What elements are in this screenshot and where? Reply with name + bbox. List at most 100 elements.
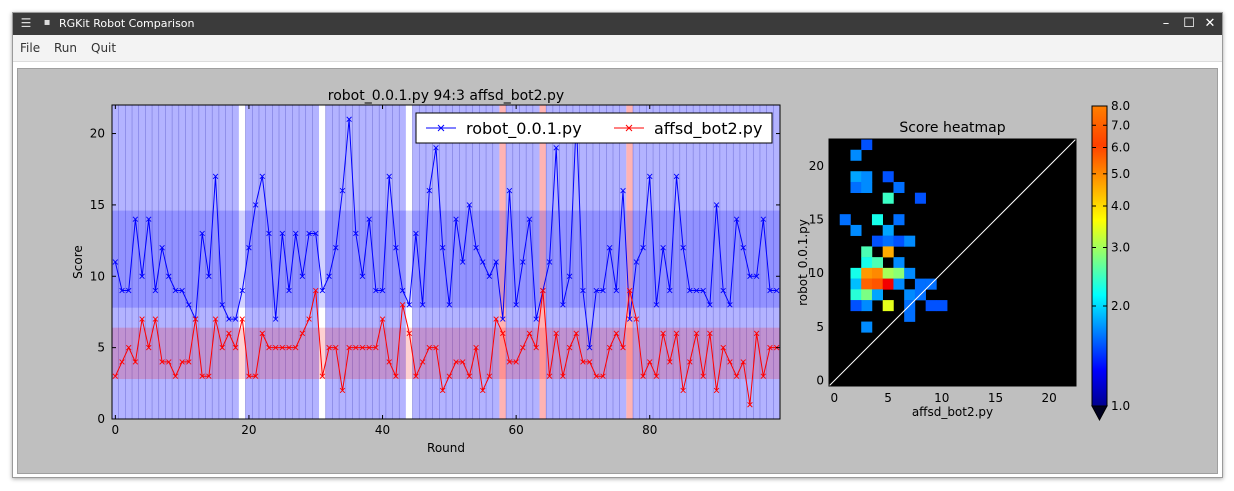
y-tick-label: 5 [97,341,105,355]
series-point [212,316,219,322]
series-point [279,344,286,351]
series-point [439,387,446,394]
round-highlight [339,105,346,419]
colorbar-tick-label: 8.0 [1111,99,1130,113]
close-button[interactable]: ✕ [1204,16,1216,31]
round-highlight [646,105,654,419]
y-tick-label: 15 [90,198,105,212]
round-highlight [753,105,760,419]
series-point [306,230,312,237]
round-highlight [292,105,300,419]
series-point [393,373,399,379]
series-line [114,119,777,348]
colorbar-gradient [1091,105,1108,407]
series-point [667,287,673,294]
series-point [560,302,566,308]
series-point [246,245,252,251]
colorbar: 1.0 2.0 3.0 4.0 5.0 6.0 7.0 8.0 [1091,99,1130,422]
series-point [366,216,372,222]
window-pin-icon[interactable]: ▪ [43,17,51,28]
round-highlight [532,105,540,419]
series-point [333,344,339,351]
heatmap-frame [828,138,1077,387]
round-highlight [172,105,179,419]
series-point [406,302,412,308]
hamburger-icon[interactable]: ☰ [20,16,32,30]
heatmap-diagonal-line [828,138,1077,387]
round-highlight [272,105,279,419]
round-highlight [132,105,139,419]
round-highlight [666,105,674,419]
series-point [707,330,713,337]
round-highlight [345,105,353,419]
series-point [753,330,760,337]
series-point [419,302,426,308]
series-point [366,344,372,351]
heatmap-cell [882,224,894,236]
round-highlight [653,105,660,419]
series-point [159,359,165,365]
series-point [466,202,473,208]
series-point [500,330,506,337]
series-point [626,316,633,322]
series-point [433,145,439,151]
heatmap-cell [861,289,873,301]
series-point [580,359,586,365]
heatmap-cell [850,149,862,161]
series-point [560,373,566,379]
series-point [292,344,299,351]
heatmap-x-tick-label: 0 [831,391,839,405]
line-plot-legend: robot_0.0.1.py affsd_bot2.py [415,112,773,144]
series-point [546,373,553,379]
round-highlight [579,105,587,419]
maximize-button[interactable]: ☐ [1183,16,1195,31]
heatmap-cell [861,171,873,183]
round-highlight [425,105,433,419]
round-highlight [679,105,687,419]
series-point [186,359,192,365]
round-highlight [432,105,440,419]
minimize-button[interactable]: – [1162,16,1170,31]
series-point [693,330,700,337]
series-point [520,259,526,265]
series-point [480,387,486,394]
series-point [647,359,653,365]
round-highlight [472,105,480,419]
series-point [660,245,666,251]
round-highlight [238,105,246,419]
round-highlight [372,105,380,419]
series-point [773,287,780,294]
series-point [426,344,433,351]
series-point [373,287,379,294]
round-highlight [285,105,293,419]
round-highlight [399,105,406,419]
heatmap-cell [904,235,916,247]
figure-canvas: 0 20 40 60 80 0 5 10 15 20 robot_0.0.1.py 94:3 af… [71,88,1130,455]
line-plot-ylabel: Score [71,245,85,279]
series-point [526,330,533,337]
round-highlight [526,105,533,419]
heatmap-cell [850,181,862,193]
round-highlight [739,105,747,419]
y-tick-label: 0 [97,412,105,426]
series-point [406,330,412,337]
round-highlight [566,105,573,419]
line-plot-xlabel: Round [427,441,465,455]
round-highlight [673,105,680,419]
round-highlight [158,105,166,419]
series-point [112,373,119,379]
menu-run[interactable]: Run [54,41,78,55]
series-point [633,316,640,322]
series-point [192,316,199,322]
menu-quit[interactable]: Quit [91,41,117,55]
heatmap-cell [850,300,862,312]
series-point [520,344,526,351]
heatmap-xlabel: affsd_bot2.py [912,405,993,419]
title-bar[interactable]: ☰ ▪ RGKit Robot Comparison – ☐ ✕ [13,13,1222,35]
heatmap-x-tick-label: 15 [988,391,1003,405]
heatmap-cell [861,267,873,279]
round-highlight [252,105,259,419]
series-point [593,373,600,379]
round-highlight [312,105,320,419]
menu-file[interactable]: File [20,41,41,55]
